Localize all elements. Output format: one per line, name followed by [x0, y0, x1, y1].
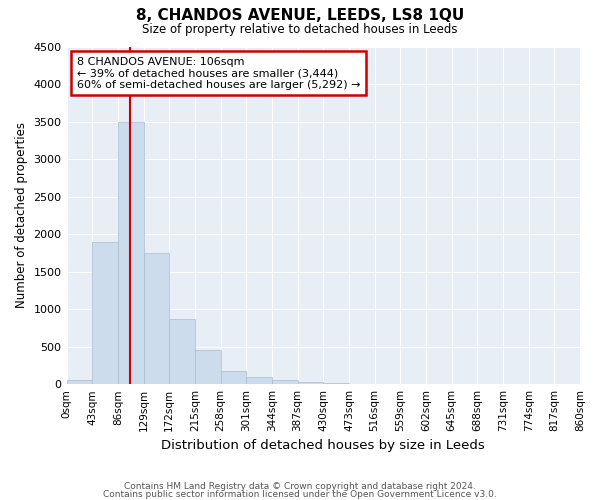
Bar: [246, 376, 272, 384]
Text: 8 CHANDOS AVENUE: 106sqm
← 39% of detached houses are smaller (3,444)
60% of sem: 8 CHANDOS AVENUE: 106sqm ← 39% of detach…: [77, 56, 361, 90]
Bar: [92, 242, 118, 384]
Bar: [67, 380, 92, 384]
Bar: [195, 350, 221, 384]
Bar: [298, 382, 323, 384]
Text: Contains public sector information licensed under the Open Government Licence v3: Contains public sector information licen…: [103, 490, 497, 499]
Text: 8, CHANDOS AVENUE, LEEDS, LS8 1QU: 8, CHANDOS AVENUE, LEEDS, LS8 1QU: [136, 8, 464, 22]
Bar: [169, 319, 195, 384]
Text: Contains HM Land Registry data © Crown copyright and database right 2024.: Contains HM Land Registry data © Crown c…: [124, 482, 476, 491]
Bar: [272, 380, 298, 384]
X-axis label: Distribution of detached houses by size in Leeds: Distribution of detached houses by size …: [161, 440, 485, 452]
Bar: [221, 370, 246, 384]
Y-axis label: Number of detached properties: Number of detached properties: [15, 122, 28, 308]
Text: Size of property relative to detached houses in Leeds: Size of property relative to detached ho…: [142, 22, 458, 36]
Bar: [143, 253, 169, 384]
Bar: [118, 122, 143, 384]
